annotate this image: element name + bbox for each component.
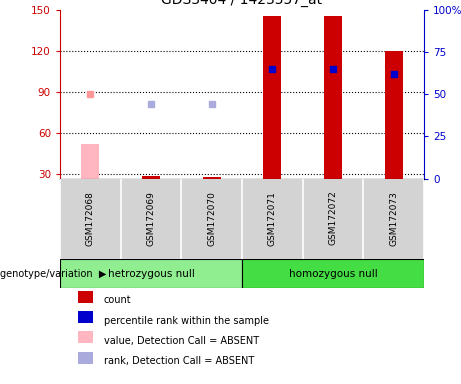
Text: value, Detection Call = ABSENT: value, Detection Call = ABSENT — [104, 336, 259, 346]
Bar — [202, 177, 221, 179]
Bar — [78, 311, 93, 323]
Text: homozygous null: homozygous null — [289, 268, 378, 279]
Text: GSM172071: GSM172071 — [268, 191, 277, 245]
Text: GSM172070: GSM172070 — [207, 191, 216, 245]
Bar — [324, 17, 342, 179]
Text: GSM172068: GSM172068 — [86, 191, 95, 245]
Title: GDS3404 / 1423557_at: GDS3404 / 1423557_at — [161, 0, 323, 7]
Text: percentile rank within the sample: percentile rank within the sample — [104, 316, 269, 326]
Bar — [78, 331, 93, 343]
Bar — [263, 17, 282, 179]
Text: genotype/variation  ▶: genotype/variation ▶ — [0, 268, 106, 279]
Text: GSM172073: GSM172073 — [389, 191, 398, 245]
Text: count: count — [104, 295, 131, 305]
Bar — [242, 259, 424, 288]
Text: hetrozygous null: hetrozygous null — [107, 268, 195, 279]
Bar — [384, 51, 403, 179]
Bar — [81, 144, 100, 179]
Bar — [142, 176, 160, 179]
Bar — [78, 291, 93, 303]
Text: rank, Detection Call = ABSENT: rank, Detection Call = ABSENT — [104, 356, 254, 366]
Bar — [78, 352, 93, 364]
Text: GSM172072: GSM172072 — [329, 191, 337, 245]
Text: GSM172069: GSM172069 — [147, 191, 155, 245]
Bar — [60, 259, 242, 288]
